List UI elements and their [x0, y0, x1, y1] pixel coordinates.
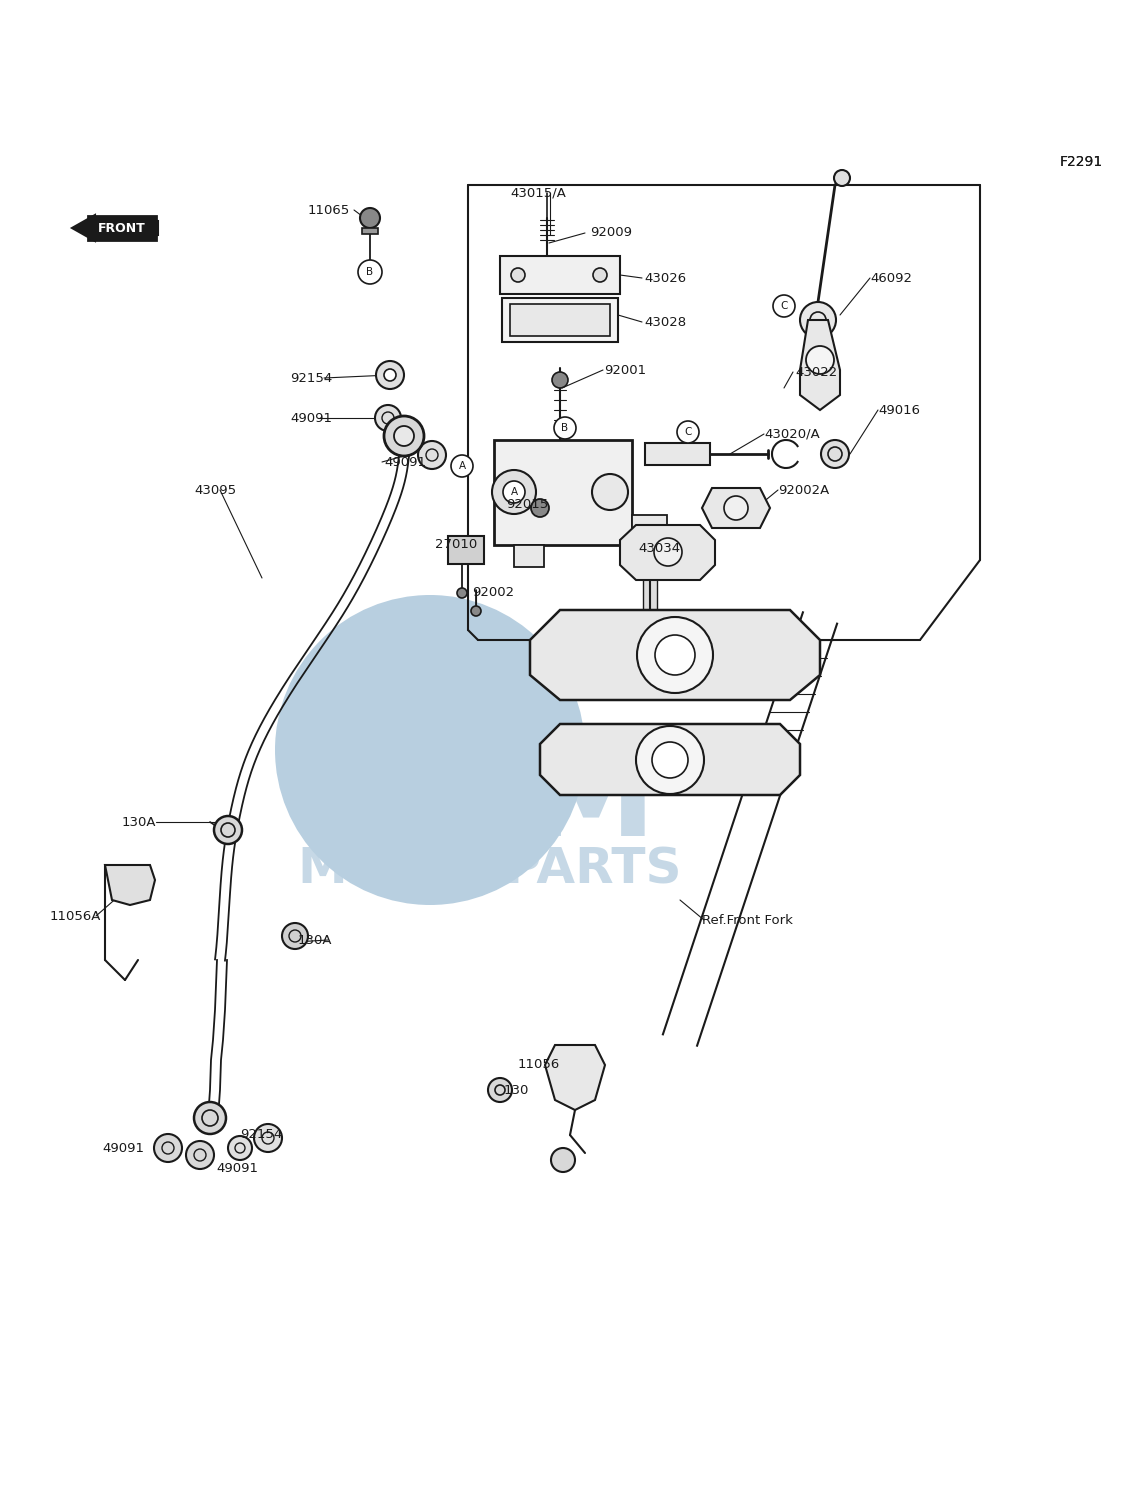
Text: 11056A: 11056A: [51, 910, 101, 923]
Circle shape: [228, 1136, 253, 1160]
Circle shape: [532, 498, 549, 516]
Bar: [510, 305, 610, 336]
Text: 46092: 46092: [870, 272, 912, 285]
Text: 92015: 92015: [506, 498, 549, 512]
Circle shape: [154, 1133, 183, 1162]
Circle shape: [594, 269, 607, 282]
Circle shape: [654, 537, 682, 566]
Circle shape: [724, 495, 748, 519]
Circle shape: [800, 302, 836, 338]
Polygon shape: [540, 723, 800, 796]
Text: 130A: 130A: [122, 815, 156, 829]
Circle shape: [821, 440, 850, 468]
Circle shape: [394, 426, 414, 446]
Circle shape: [652, 741, 688, 778]
Circle shape: [358, 260, 382, 284]
Circle shape: [254, 1124, 282, 1151]
Circle shape: [375, 405, 401, 431]
Text: 43028: 43028: [644, 315, 687, 329]
Circle shape: [360, 209, 380, 228]
Circle shape: [194, 1102, 226, 1133]
Text: 49091: 49091: [290, 411, 332, 425]
Circle shape: [276, 594, 585, 905]
Text: F2291: F2291: [1060, 155, 1103, 170]
Text: 49016: 49016: [878, 404, 920, 416]
Text: Ref.Front Fork: Ref.Front Fork: [701, 914, 793, 926]
Text: 92009: 92009: [590, 227, 633, 240]
Circle shape: [488, 1078, 512, 1102]
Circle shape: [471, 606, 481, 615]
Bar: [88, 216, 156, 240]
Text: B: B: [366, 267, 373, 278]
Circle shape: [383, 369, 396, 381]
Text: 92154: 92154: [240, 1127, 282, 1141]
Text: 27010: 27010: [435, 539, 478, 551]
Text: B: B: [561, 423, 568, 432]
Circle shape: [503, 480, 525, 503]
Bar: [501, 257, 620, 294]
Circle shape: [592, 474, 628, 510]
Polygon shape: [72, 215, 158, 242]
Circle shape: [773, 296, 796, 317]
Circle shape: [551, 1148, 575, 1172]
Text: 43022: 43022: [796, 366, 837, 378]
Text: 92002A: 92002A: [778, 483, 829, 497]
Circle shape: [492, 470, 536, 513]
Circle shape: [383, 416, 424, 456]
Bar: [362, 228, 378, 234]
Polygon shape: [701, 488, 770, 528]
Polygon shape: [800, 320, 840, 410]
Bar: [645, 443, 709, 465]
Text: 43034: 43034: [638, 542, 680, 554]
Text: OEM: OEM: [323, 737, 657, 863]
Text: 43095: 43095: [194, 483, 236, 497]
Circle shape: [637, 617, 713, 693]
Circle shape: [636, 726, 704, 794]
Text: 43020/A: 43020/A: [765, 428, 820, 440]
Polygon shape: [620, 525, 715, 579]
Polygon shape: [530, 609, 820, 699]
Circle shape: [418, 441, 447, 468]
Text: MOTORPARTS: MOTORPARTS: [297, 847, 682, 895]
Circle shape: [186, 1141, 214, 1169]
Text: 11056: 11056: [518, 1058, 560, 1070]
Polygon shape: [514, 545, 544, 567]
Circle shape: [554, 417, 576, 438]
Text: A: A: [511, 486, 518, 497]
Text: 92154: 92154: [290, 372, 332, 384]
Text: 11065: 11065: [308, 204, 350, 216]
Bar: [448, 536, 484, 564]
Circle shape: [282, 923, 308, 949]
Circle shape: [806, 347, 833, 374]
Text: C: C: [781, 302, 788, 311]
Text: A: A: [458, 461, 466, 471]
Text: 43015/A: 43015/A: [510, 186, 566, 200]
Polygon shape: [633, 515, 667, 545]
Bar: [494, 440, 633, 545]
Circle shape: [677, 420, 699, 443]
Circle shape: [833, 170, 850, 186]
Text: 49091: 49091: [383, 455, 426, 468]
Text: 43026: 43026: [644, 272, 687, 285]
Polygon shape: [104, 865, 155, 905]
Circle shape: [214, 817, 242, 844]
Text: 92001: 92001: [604, 363, 646, 377]
Text: F2291: F2291: [1060, 155, 1103, 170]
Circle shape: [457, 588, 467, 597]
Text: C: C: [684, 426, 692, 437]
Circle shape: [451, 455, 473, 477]
Bar: [502, 299, 618, 342]
Text: 92002: 92002: [472, 585, 514, 599]
Polygon shape: [545, 1045, 605, 1111]
Text: 130: 130: [504, 1084, 529, 1097]
Circle shape: [511, 269, 525, 282]
Text: 130A: 130A: [298, 934, 333, 947]
Circle shape: [552, 372, 568, 387]
Text: FRONT: FRONT: [98, 222, 146, 234]
Circle shape: [656, 635, 695, 675]
Text: 49091: 49091: [216, 1162, 258, 1174]
Circle shape: [377, 362, 404, 389]
Text: 49091: 49091: [102, 1141, 144, 1154]
